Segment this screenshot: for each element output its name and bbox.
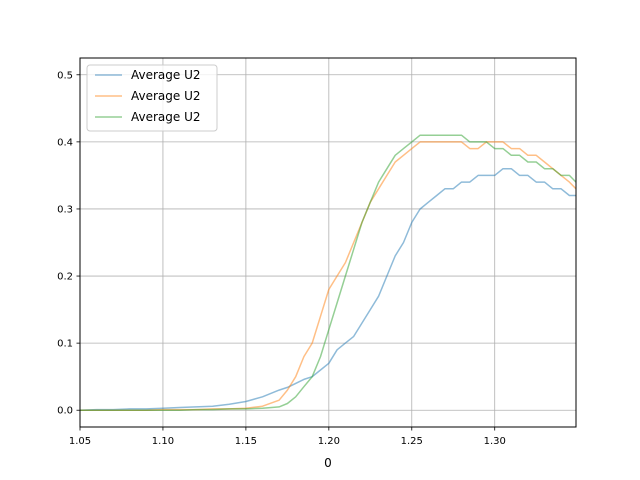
- series-lines: [79, 134, 577, 411]
- x-axis-label: 0: [324, 456, 332, 470]
- series-line-1: [79, 167, 576, 411]
- y-tick-label: 0.1: [57, 339, 73, 350]
- y-axis: 0.0 0.1 0.2 0.3 0.4 0.5: [57, 70, 80, 417]
- legend: Average U2 Average U2 Average U2: [86, 64, 218, 132]
- legend-label-3: Average U2: [131, 110, 201, 124]
- x-tick-label: 1.10: [152, 436, 174, 447]
- x-tick-label: 1.15: [235, 436, 257, 447]
- y-tick-label: 0.0: [57, 406, 73, 417]
- y-tick-label: 0.2: [57, 272, 73, 283]
- y-tick-label: 0.4: [57, 137, 73, 148]
- x-tick-label: 1.20: [318, 436, 340, 447]
- series-line-3: [80, 134, 577, 411]
- x-tick-label: 1.05: [69, 436, 91, 447]
- legend-label-1: Average U2: [131, 68, 201, 82]
- x-tick-label: 1.25: [401, 436, 423, 447]
- y-tick-label: 0.3: [57, 204, 73, 215]
- plot-area: [79, 57, 577, 428]
- legend-box: [86, 64, 218, 132]
- y-tick-label: 0.5: [57, 70, 73, 81]
- legend-label-2: Average U2: [131, 89, 201, 103]
- x-axis: 1.05 1.10 1.15 1.20 1.25 1.30: [69, 427, 506, 447]
- x-tick-label: 1.30: [484, 436, 506, 447]
